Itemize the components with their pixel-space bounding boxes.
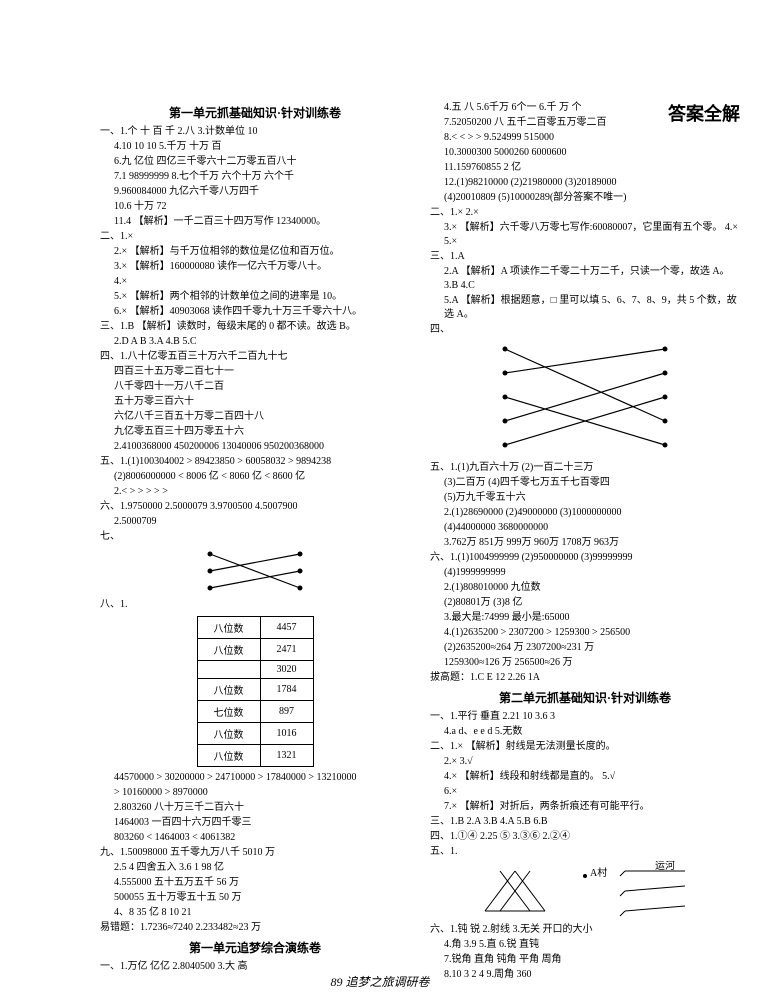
answer-line: (2)80801万 (3)8 亿 [430,596,740,610]
answer-line: (4)44000000 3680000000 [430,521,740,535]
answer-line: 2.4100368000 450200006 13040006 95020036… [100,440,410,454]
answer-line: 5.A 【解析】根据题意，□ 里可以填 5、6、7、8、9，共 5 个数，故选 … [430,294,740,322]
answer-line: 2.5000709 [100,515,410,529]
answer-line: 4.角 3.9 5.直 6.锐 直钝 [430,938,740,952]
left-column: 第一单元抓基础知识·针对训练卷 一、1.个 十 百 千 2.八 3.计数单位 1… [100,100,410,940]
answer-line: 三、1.B 2.A 3.B 4.A 5.B 6.B [430,815,740,829]
answer-line: 2.× 【解析】与千万位相邻的数位是亿位和百万位。 [100,245,410,259]
answer-line: 七、 [100,530,410,544]
answer-line: 4、8 35 亿 8 10 21 [100,906,410,920]
answer-line: 二、1.× 【解析】射线是无法测量长度的。 [430,740,740,754]
page-footer: 89 追梦之旅调研卷 [0,973,760,990]
answer-line: 四、1.八十亿零五百三十万六千二百九十七 [100,350,410,364]
answer-line: 拔高题：1.C E 12 2.26 1A [430,671,740,685]
answer-line: 2.< > > > > > [100,485,410,499]
answer-line: 九亿零五百三十四万零五十六 [100,425,410,439]
digits-table: 八位数4457八位数24713020八位数1784七位数897八位数1016八位… [197,616,314,767]
answer-line: 二、1.× 2.× [430,206,740,220]
answer-line: 12.(1)98210000 (2)21980000 (3)20189000 [430,176,740,190]
answer-line: 2.5 4 四舍五入 3.6 1 98 亿 [100,861,410,875]
answer-line: 11.159760855 2 亿 [430,161,740,175]
answer-line: 五、1. [430,845,740,859]
answer-line: 2.(1)28690000 (2)49000000 (3)1000000000 [430,506,740,520]
answer-line: 4.a d、e e d 5.无数 [430,725,740,739]
answer-line: 六、1.钝 锐 2.射线 3.无关 开口的大小 [430,923,740,937]
unit2-title: 第二单元抓基础知识·针对训练卷 [430,689,740,706]
answer-line: 一、1.平行 垂直 2.21 10 3.6 3 [430,710,740,724]
answer-line: 1464003 一百四十六万四千零三 [100,816,410,830]
answer-line: 3.× 【解析】160000080 读作一亿六千万零八十。 [100,260,410,274]
answer-line: 2.803260 八十万三千二百六十 [100,801,410,815]
answer-line: 6.× 【解析】40903068 读作四千零九十万三千零六十八。 [100,305,410,319]
answer-line: 9.960084000 九亿六千零八万四千 [100,185,410,199]
answer-line: 3.最大是:74999 最小是:65000 [430,611,740,625]
answer-line: 3.762万 851万 999万 960万 1708万 963万 [430,536,740,550]
right-column: 4.五 八 5.6千万 6个一 6.千 万 个 7.52050200 八 五千二… [430,100,740,940]
answer-line: 四百三十五万零二百七十一 [100,365,410,379]
page-content: 第一单元抓基础知识·针对训练卷 一、1.个 十 百 千 2.八 3.计数单位 1… [0,0,760,960]
answer-line: 1259300≈126 万 256500≈26 万 [430,656,740,670]
answer-line: (3)二百万 (4)四千零七万五千七百零四 [430,476,740,490]
answer-line: 六亿八千三百五十万零二百四十八 [100,410,410,424]
svg-text:A村: A村 [590,866,607,879]
answer-line: 2.(1)808010000 九位数 [430,581,740,595]
answer-line: 500055 五十万零五十五 50 万 [100,891,410,905]
answer-line: 7.1 98999999 8.七个千万 六个十万 六个千 [100,170,410,184]
answer-line: 803260 < 1464003 < 4061382 [100,831,410,845]
answer-line: (5)万九千零五十六 [430,491,740,505]
matching-diagram-7 [205,546,305,596]
answer-line: > 10160000 > 8970000 [100,786,410,800]
answer-line: 五、1.(1)九百六十万 (2)一百二十三万 [430,461,740,475]
answer-line: 2.× 3.√ [430,755,740,769]
answer-line: 11.4 【解析】一千二百三十四万写作 12340000。 [100,215,410,229]
unit1-title: 第一单元抓基础知识·针对训练卷 [100,104,410,121]
answer-line: (2)8006000000 < 8006 亿 < 8060 亿 < 8600 亿 [100,470,410,484]
answer-line: 四、 [430,323,740,337]
answer-line: 2.A 【解析】A 项读作二千零二十万二千，只读一个零，故选 A。 3.B 4.… [430,265,740,293]
answer-line: 7.锐角 直角 钝角 平角 周角 [430,953,740,967]
answer-line: (4)20010809 (5)10000289(部分答案不唯一) [430,191,740,205]
answer-line: 一、1.个 十 百 千 2.八 3.计数单位 10 [100,125,410,139]
answer-line: 一、1.万亿 亿亿 2.8040500 3.大 高 [100,960,410,974]
answer-line: 44570000 > 30200000 > 24710000 > 1784000… [100,771,410,785]
unit1b-title: 第一单元追梦综合演练卷 [100,939,410,956]
answer-line: (2)2635200≈264 万 2307200≈231 万 [430,641,740,655]
answer-line: 五十万零三百六十 [100,395,410,409]
answer-line: 四、1.①④ 2.25 ⑤ 3.③⑥ 2.②④ [430,830,740,844]
answer-line: 6.九 亿位 四亿三千零六十二万零五百八十 [100,155,410,169]
geometry-diagram-5: A村 运河 [475,861,695,921]
answer-line: 5.× 【解析】两个相邻的计数单位之间的进率是 10。 [100,290,410,304]
page-title: 答案全解 [668,100,740,126]
answer-line: 4.× [100,275,410,289]
answer-line: 4.10 10 10 5.千万 十万 百 [100,140,410,154]
answer-line: 八、1. [100,598,410,612]
answer-line: 二、1.× [100,230,410,244]
answer-line: 九、1.50098000 五千零九万八千 5010 万 [100,846,410,860]
answer-line: 2.D A B 3.A 4.B 5.C [100,335,410,349]
answer-line: 4.× 【解析】线段和射线都是直的。 5.√ [430,770,740,784]
answer-line: 8.< < > > 9.524999 515000 [430,131,740,145]
answer-line: 三、1.B 【解析】读数时，每级末尾的 0 都不读。故选 B。 [100,320,410,334]
answer-line: 4.555000 五十五万五千 56 万 [100,876,410,890]
answer-line: 3.× 【解析】六千零八万零七写作:60080007，它里面有五个零。 4.× … [430,221,740,249]
answer-line: 6.× [430,785,740,799]
answer-line: 4.(1)2635200 > 2307200 > 1259300 > 25650… [430,626,740,640]
answer-line: 10.6 十万 72 [100,200,410,214]
answer-line: (4)1999999999 [430,566,740,580]
answer-line: 六、1.(1)1004999999 (2)950000000 (3)999999… [430,551,740,565]
answer-line: 六、1.9750000 2.5000079 3.9700500 4.500790… [100,500,410,514]
answer-line: 三、1.A [430,250,740,264]
answer-line: 五、1.(1)100304002 > 89423850 > 60058032 >… [100,455,410,469]
answer-line: 10.3000300 5000260 6000600 [430,146,740,160]
answer-line: 7.× 【解析】对折后，两条折痕还有可能平行。 [430,800,740,814]
answer-line: 易错题：1.7236≈7240 2.233482≈23 万 [100,921,410,935]
answer-line: 八千零四十一万八千二百 [100,380,410,394]
matching-diagram-4 [495,339,675,459]
svg-text:运河: 运河 [655,861,675,872]
